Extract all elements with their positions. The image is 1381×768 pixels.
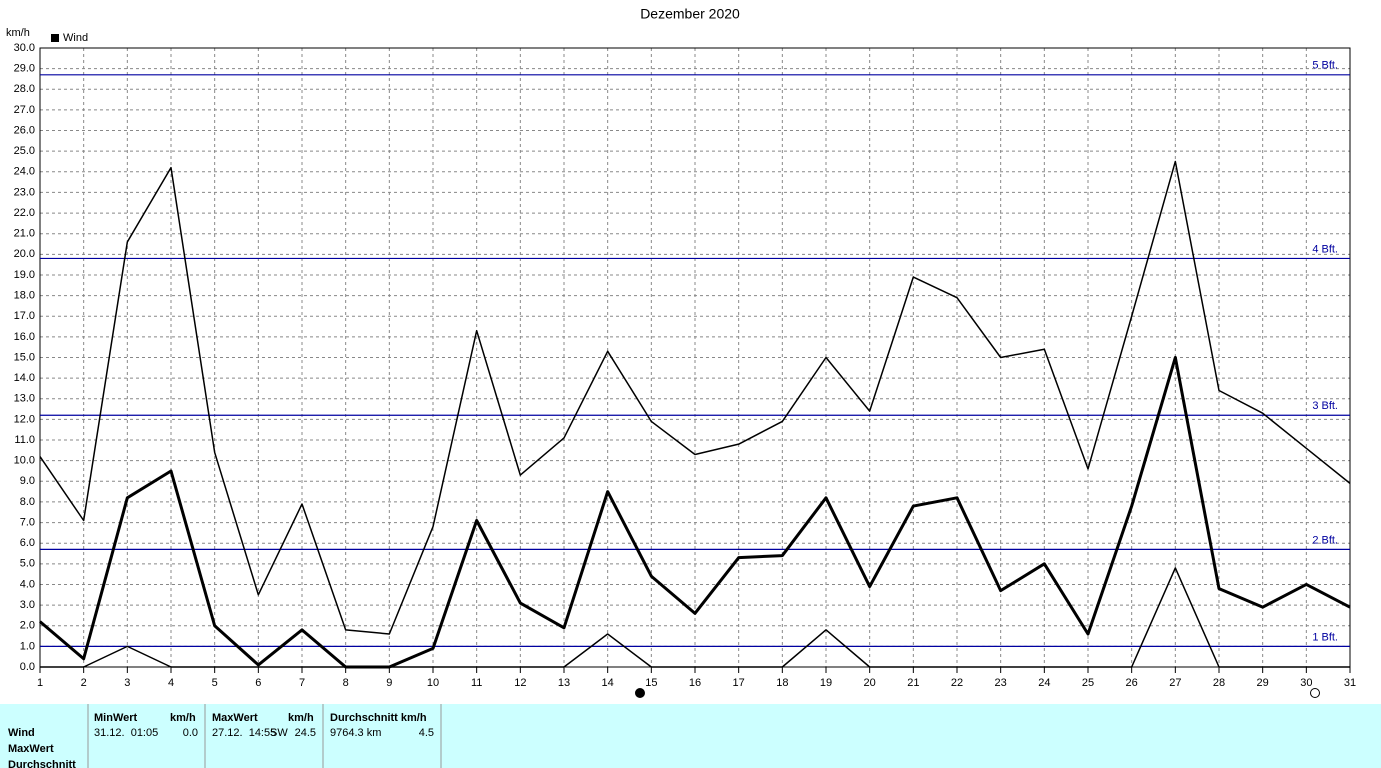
wind-line <box>40 567 1350 668</box>
y-tick-label: 26.0 <box>14 124 35 136</box>
y-tick-label: 14.0 <box>14 372 35 384</box>
x-tick-label: 16 <box>689 677 701 689</box>
y-tick-label: 0.0 <box>20 661 35 673</box>
y-axis-unit: km/h <box>6 27 30 39</box>
stats-table: MinWert km/h MaxWert km/h Durchschnitt km/h W… <box>8 712 434 768</box>
x-tick-label: 22 <box>951 677 963 689</box>
x-tick-label: 20 <box>864 677 876 689</box>
y-tick-label: 11.0 <box>14 434 35 446</box>
x-tick-label: 21 <box>907 677 919 689</box>
table-cell: 31.12. 01:05 <box>94 727 158 739</box>
legend-swatch <box>51 34 59 42</box>
x-tick-label: 25 <box>1082 677 1094 689</box>
beaufort-label: 1 Bft. <box>1312 631 1338 643</box>
table-cell: 0.0 <box>183 727 198 739</box>
table-header: MaxWert <box>212 712 258 724</box>
x-tick-label: 6 <box>255 677 261 689</box>
wind-line <box>39 160 1351 635</box>
x-tick-label: 14 <box>602 677 614 689</box>
y-tick-label: 22.0 <box>14 207 35 219</box>
moon-full <box>635 688 645 698</box>
table-header: km/h <box>288 712 314 724</box>
table-header: km/h <box>170 712 196 724</box>
y-tick-label: 9.0 <box>20 475 35 487</box>
x-tick-label: 13 <box>558 677 570 689</box>
y-tick-label: 17.0 <box>14 310 35 322</box>
x-tick-label: 26 <box>1126 677 1138 689</box>
y-tick-label: 4.0 <box>20 578 35 590</box>
beaufort-label: 2 Bft. <box>1312 534 1338 546</box>
y-tick-label: 8.0 <box>20 496 35 508</box>
beaufort-label: 4 Bft. <box>1312 243 1338 255</box>
x-tick-label: 24 <box>1038 677 1050 689</box>
x-tick-label: 30 <box>1300 677 1312 689</box>
y-tick-label: 24.0 <box>14 166 35 178</box>
x-tick-label: 15 <box>645 677 657 689</box>
x-tick-label: 12 <box>514 677 526 689</box>
y-tick-label: 20.0 <box>14 248 35 260</box>
y-tick-label: 2.0 <box>20 620 35 632</box>
row-label: Durchschnitt <box>8 759 76 768</box>
table-header: Durchschnitt km/h <box>330 712 427 724</box>
y-tick-label: 18.0 <box>14 290 35 302</box>
x-tick-label: 5 <box>212 677 218 689</box>
y-tick-label: 6.0 <box>20 537 35 549</box>
x-tick-label: 31 <box>1344 677 1356 689</box>
y-tick-label: 21.0 <box>14 228 35 240</box>
y-tick-label: 23.0 <box>14 186 35 198</box>
x-tick-label: 10 <box>427 677 439 689</box>
table-cell: 27.12. 14:55 <box>212 727 276 739</box>
beaufort-label: 3 Bft. <box>1312 400 1338 412</box>
y-tick-label: 1.0 <box>20 640 35 652</box>
moon-new <box>1310 688 1320 698</box>
y-tick-label: 30.0 <box>14 42 35 54</box>
x-tick-label: 17 <box>733 677 745 689</box>
x-tick-label: 2 <box>81 677 87 689</box>
table-cell: 24.5 <box>295 727 316 739</box>
y-tick-label: 27.0 <box>14 104 35 116</box>
table-background <box>0 704 1381 768</box>
y-tick-label: 15.0 <box>14 351 35 363</box>
x-tick-label: 3 <box>124 677 130 689</box>
table-lines <box>87 704 442 768</box>
x-tick-label: 8 <box>343 677 349 689</box>
y-tick-label: 28.0 <box>14 83 35 95</box>
x-tick-label: 28 <box>1213 677 1225 689</box>
beaufort-label: 5 Bft. <box>1312 60 1338 72</box>
y-tick-label: 3.0 <box>20 599 35 611</box>
y-tick-label: 7.0 <box>20 516 35 528</box>
wind-line <box>39 356 1351 669</box>
y-tick-label: 19.0 <box>14 269 35 281</box>
y-tick-label: 16.0 <box>14 331 35 343</box>
row-label: Wind <box>8 727 35 739</box>
row-label: MaxWert <box>8 743 54 755</box>
x-tick-label: 7 <box>299 677 305 689</box>
x-tick-label: 19 <box>820 677 832 689</box>
x-tick-label: 27 <box>1169 677 1181 689</box>
x-tick-label: 29 <box>1257 677 1269 689</box>
legend-label: Wind <box>63 32 88 44</box>
chart-title: Dezember 2020 <box>640 6 740 22</box>
table-cell: 4.5 <box>419 727 434 739</box>
y-tick-label: 5.0 <box>20 558 35 570</box>
x-tick-label: 1 <box>37 677 43 689</box>
x-tick-label: 4 <box>168 677 174 689</box>
table-cell: 9764.3 km <box>330 727 381 739</box>
y-tick-label: 25.0 <box>14 145 35 157</box>
table-cell: SW <box>270 727 288 739</box>
y-tick-label: 13.0 <box>14 393 35 405</box>
x-tick-label: 18 <box>776 677 788 689</box>
table-header: MinWert <box>94 712 138 724</box>
x-tick-label: 23 <box>995 677 1007 689</box>
y-tick-label: 29.0 <box>14 63 35 75</box>
y-tick-label: 10.0 <box>14 455 35 467</box>
x-tick-label: 9 <box>386 677 392 689</box>
x-tick-label: 11 <box>471 677 482 689</box>
y-tick-label: 12.0 <box>14 413 35 425</box>
